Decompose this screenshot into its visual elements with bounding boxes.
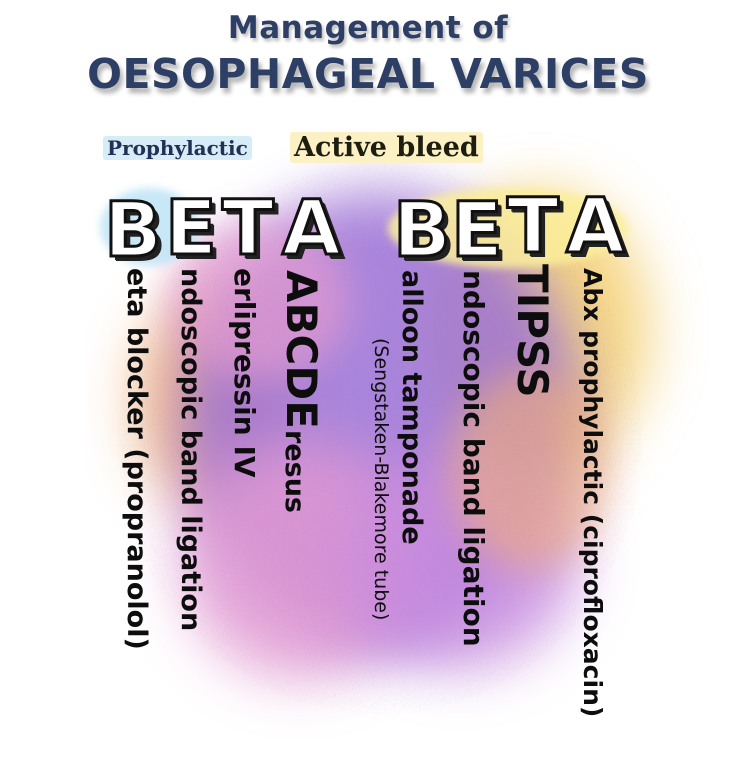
mnemonic-letter-b: B	[103, 185, 164, 274]
highlight-prophylactic	[100, 188, 200, 266]
title-line-2: OESOPHAGEAL VARICES	[87, 50, 649, 98]
section-label-prophylactic: Prophylactic	[103, 136, 252, 160]
title-line-1: Management of	[227, 10, 509, 46]
item-tipss: TIPSS	[508, 264, 557, 398]
item-antibiotic-prophylaxis: Abx prophylactic (ciprofloxacin)	[578, 268, 607, 718]
mnemonic-letter-e: E	[164, 183, 219, 272]
item-balloon-tamponade: alloon tamponade	[396, 270, 427, 545]
section-label-active-bleed: Active bleed	[290, 132, 483, 163]
highlight-active	[388, 188, 628, 268]
item-sengstaken-blakemore: (Sengstaken-Blakemore tube)	[370, 338, 392, 621]
mnemonic-letter-t-active: T	[506, 181, 561, 270]
item-beta-blocker: eta blocker (propranolol)	[121, 268, 152, 650]
item-resus: resus	[279, 430, 310, 513]
item-endoscopic-band-ligation: ndoscopic band ligation	[175, 268, 206, 632]
mnemonic-letter-e-active: E	[450, 185, 505, 274]
item-terlipressin: erlipressin IV	[228, 268, 261, 478]
item-endoscopic-band-ligation-active: ndoscopic band ligation	[457, 270, 490, 647]
mnemonic-letter-a: A	[281, 183, 343, 272]
mnemonic-letter-t: T	[221, 183, 276, 272]
mnemonic-letter-b-active: B	[392, 185, 453, 274]
mnemonic-letter-a-active: A	[565, 181, 627, 270]
item-abcde: ABCDE	[277, 270, 326, 429]
